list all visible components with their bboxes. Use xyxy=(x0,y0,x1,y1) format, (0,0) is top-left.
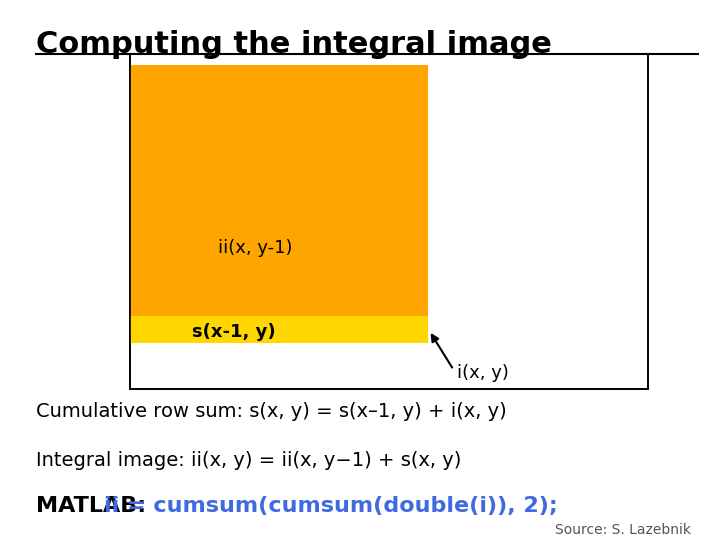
Text: ii(x, y-1): ii(x, y-1) xyxy=(218,239,293,258)
Text: Cumulative row sum: s(x, y) = s(x–1, y) + i(x, y): Cumulative row sum: s(x, y) = s(x–1, y) … xyxy=(36,402,507,421)
Text: Source: S. Lazebnik: Source: S. Lazebnik xyxy=(555,523,691,537)
Text: i(x, y): i(x, y) xyxy=(457,363,509,382)
FancyBboxPatch shape xyxy=(130,316,428,343)
FancyBboxPatch shape xyxy=(130,65,428,316)
Text: MATLAB:: MATLAB: xyxy=(36,496,154,516)
Text: ii = cumsum(cumsum(double(i)), 2);: ii = cumsum(cumsum(double(i)), 2); xyxy=(104,496,558,516)
Text: Integral image: ii(x, y) = ii(x, y−1) + s(x, y): Integral image: ii(x, y) = ii(x, y−1) + … xyxy=(36,451,462,470)
Text: Computing the integral image: Computing the integral image xyxy=(36,30,552,59)
Text: s(x-1, y): s(x-1, y) xyxy=(192,323,276,341)
FancyBboxPatch shape xyxy=(130,54,648,389)
